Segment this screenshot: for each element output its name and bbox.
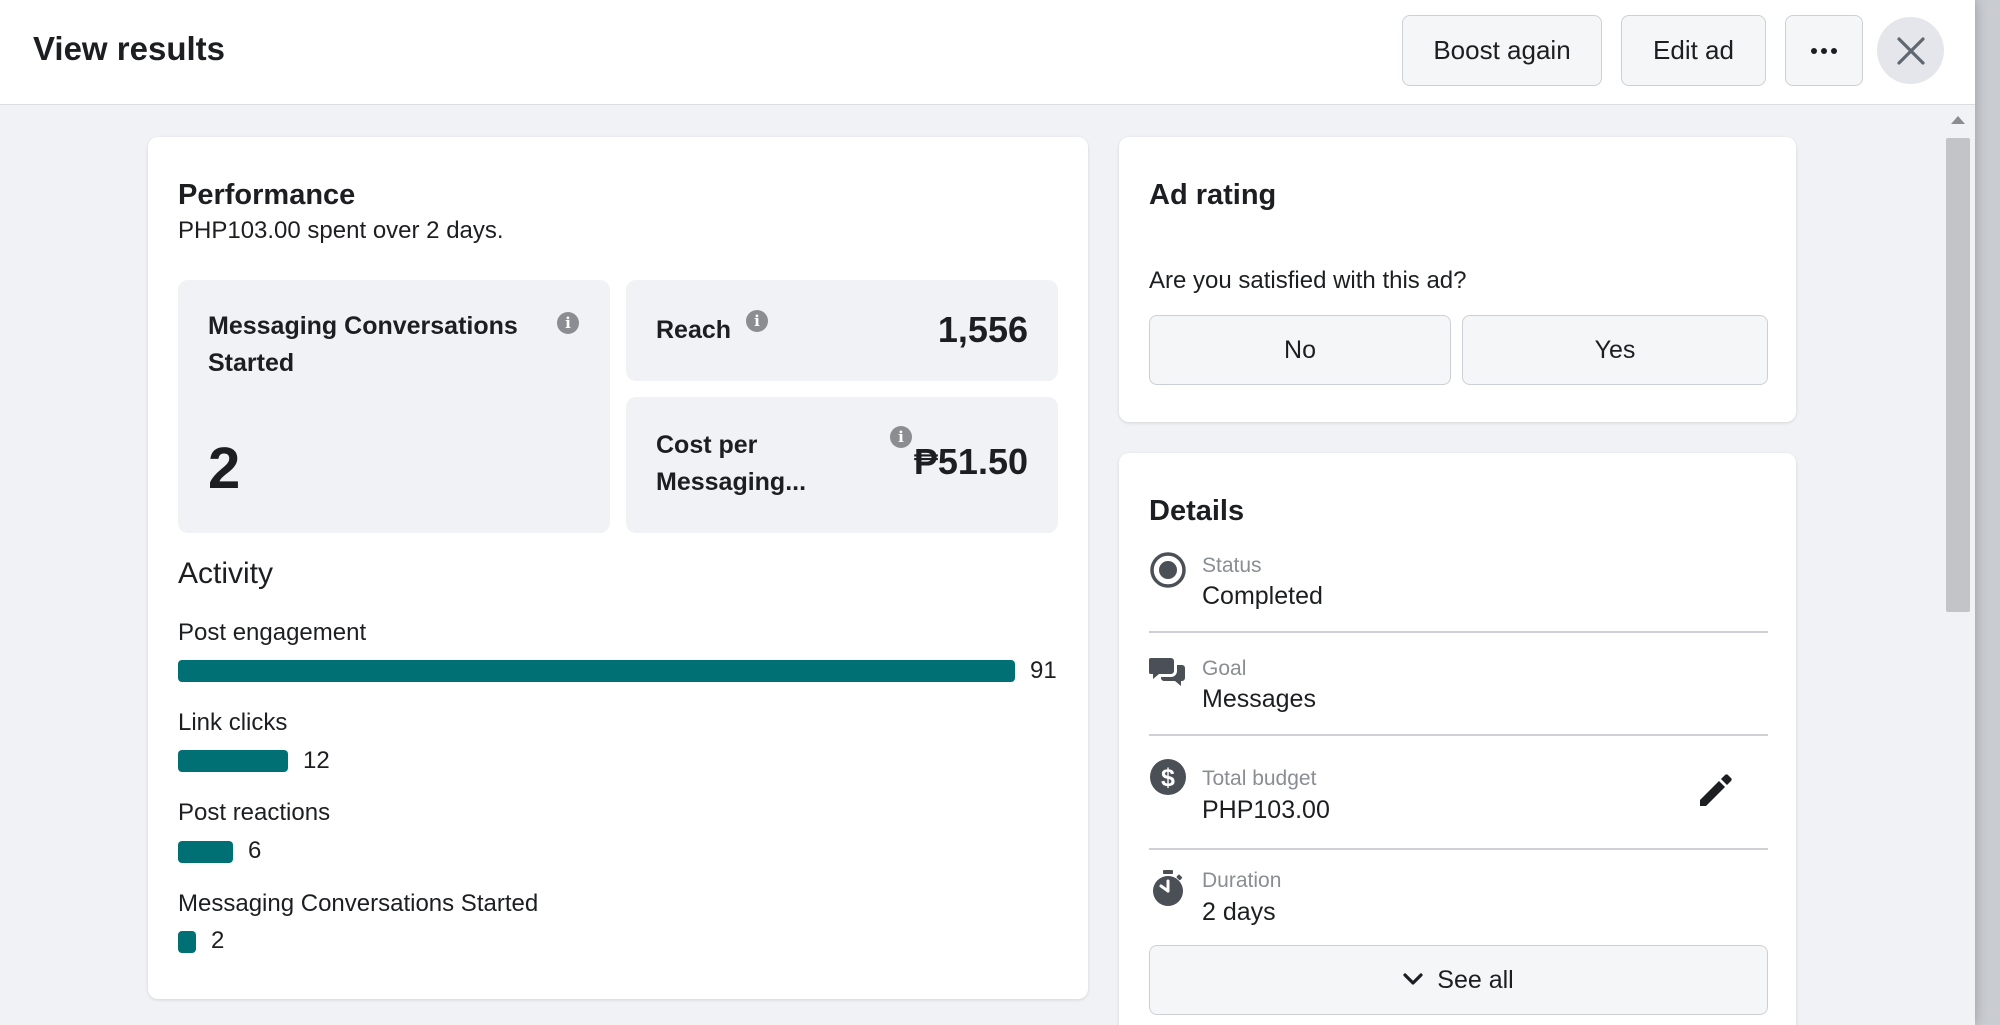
activity-value-post-reactions: 6 [248, 837, 262, 864]
activity-bar-messaging-conversations [178, 931, 196, 953]
detail-status-value: Completed [1202, 582, 1323, 610]
detail-goal-label: Goal [1202, 657, 1247, 680]
activity-label-link-clicks: Link clicks [178, 709, 288, 736]
dollar-icon: $ [1150, 759, 1186, 795]
more-dots-icon [1811, 47, 1837, 54]
spent-days: 2 days. [426, 217, 504, 244]
detail-row-status: Status Completed [1149, 551, 1768, 651]
svg-text:$: $ [1161, 764, 1175, 792]
scroll-up-arrow-icon[interactable] [1951, 116, 1965, 124]
activity-label-post-reactions: Post reactions [178, 799, 331, 826]
info-icon[interactable]: i [746, 310, 768, 332]
status-radio-icon [1150, 552, 1186, 588]
details-card: Details Status Completed Goal Messages [1119, 453, 1796, 1025]
metric-conversations-started: Messaging Conversations Started i 2 [178, 280, 610, 533]
divider [1149, 848, 1768, 850]
close-button[interactable] [1877, 17, 1944, 84]
detail-row-goal: Goal Messages [1149, 654, 1768, 754]
chevron-down-icon [1403, 973, 1423, 985]
rating-no-button[interactable]: No [1149, 315, 1451, 385]
see-all-button[interactable]: See all [1149, 945, 1768, 1015]
performance-card: Performance PHP103.00 spent over 2 days.… [148, 137, 1088, 999]
spent-amount: PHP103.00 [178, 217, 301, 244]
close-icon [1896, 36, 1925, 65]
metric-reach-value: 1,556 [937, 309, 1028, 350]
detail-budget-value: PHP103.00 [1202, 796, 1330, 824]
detail-duration-label: Duration [1202, 869, 1282, 892]
more-options-button[interactable] [1785, 15, 1863, 86]
activity-bar-post-engagement [178, 660, 1015, 682]
dialog-header: View results Boost again Edit ad [0, 0, 1975, 105]
boost-again-button[interactable]: Boost again [1402, 15, 1602, 86]
metric-cost-label: Cost per Messaging... [656, 431, 807, 496]
chat-bubbles-icon [1149, 658, 1185, 686]
metric-conversations-label: Messaging Conversations Started [208, 312, 518, 377]
detail-row-total-budget: $ Total budget PHP103.00 [1149, 758, 1768, 868]
activity-title: Activity [178, 557, 274, 590]
performance-spend-summary: PHP103.00 spent over 2 days. [178, 217, 504, 245]
edit-ad-button[interactable]: Edit ad [1621, 15, 1766, 86]
divider [1149, 734, 1768, 736]
performance-title: Performance [178, 179, 356, 211]
ad-rating-question: Are you satisfied with this ad? [1149, 267, 1467, 294]
activity-bar-post-reactions [178, 841, 233, 863]
activity-label-messaging-conversations: Messaging Conversations Started [178, 890, 539, 917]
metric-cost-per-messaging: Cost per Messaging... i ₱51.50 [626, 397, 1058, 533]
metric-conversations-value: 2 [208, 436, 241, 501]
ad-rating-title: Ad rating [1149, 179, 1277, 211]
activity-label-post-engagement: Post engagement [178, 619, 367, 646]
metric-cost-value: ₱51.50 [913, 441, 1028, 482]
rating-yes-button[interactable]: Yes [1462, 315, 1768, 385]
activity-value-link-clicks: 12 [303, 747, 330, 774]
detail-row-duration: Duration 2 days [1149, 869, 1768, 949]
detail-goal-value: Messages [1202, 685, 1316, 713]
scrollbar-thumb[interactable] [1946, 138, 1970, 612]
activity-value-post-engagement: 91 [1030, 657, 1057, 684]
spent-mid-text: spent over [300, 217, 427, 244]
activity-bar-link-clicks [178, 750, 288, 772]
see-all-label: See all [1437, 965, 1514, 994]
detail-budget-label: Total budget [1202, 767, 1317, 790]
edit-pencil-icon[interactable] [1695, 770, 1735, 810]
dialog-title: View results [33, 30, 225, 67]
detail-status-label: Status [1202, 554, 1262, 577]
detail-duration-value: 2 days [1202, 898, 1276, 926]
metric-reach: Reach i 1,556 [626, 280, 1058, 381]
divider [1149, 631, 1768, 633]
info-icon[interactable]: i [557, 312, 579, 334]
info-icon[interactable]: i [890, 426, 912, 448]
scrollbar[interactable] [1942, 106, 1975, 1025]
activity-value-messaging-conversations: 2 [211, 927, 225, 954]
details-title: Details [1149, 495, 1245, 527]
stopwatch-icon [1153, 870, 1183, 906]
ad-rating-card: Ad rating Are you satisfied with this ad… [1119, 137, 1796, 422]
metric-reach-label: Reach [656, 316, 732, 344]
